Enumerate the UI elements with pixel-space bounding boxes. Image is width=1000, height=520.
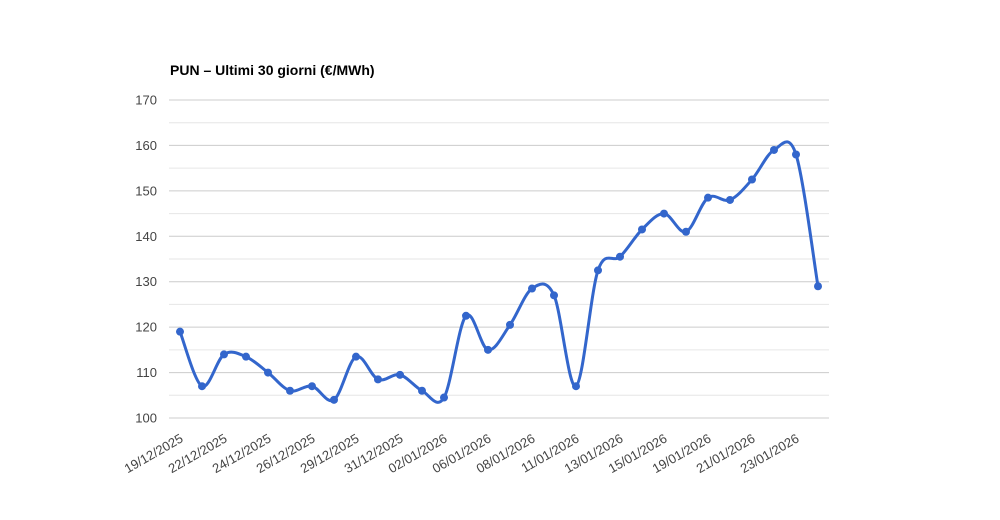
y-axis-tick-label: 170 [135,93,157,108]
chart-title: PUN – Ultimi 30 giorni (€/MWh) [170,62,375,78]
data-point[interactable] [528,284,536,293]
y-axis-tick-label: 120 [135,320,157,335]
data-point[interactable] [638,225,646,234]
data-point[interactable] [176,327,184,336]
y-axis-tick-label: 100 [135,411,157,426]
data-point[interactable] [660,209,668,218]
data-point[interactable] [748,175,756,184]
data-point[interactable] [770,145,778,154]
data-point[interactable] [550,291,558,300]
data-point[interactable] [264,368,272,377]
data-point[interactable] [330,395,338,404]
data-point[interactable] [418,386,426,395]
data-point[interactable] [814,282,822,291]
data-point[interactable] [220,350,228,359]
y-axis-tick-label: 160 [135,138,157,153]
y-axis-tick-label: 150 [135,183,157,198]
y-axis-tick-label: 130 [135,274,157,289]
data-point[interactable] [792,150,800,159]
data-point[interactable] [396,370,404,379]
data-point[interactable] [462,311,470,320]
data-point[interactable] [374,375,382,384]
series-line [178,140,820,404]
data-point[interactable] [726,195,734,204]
data-point[interactable] [352,352,360,361]
data-point[interactable] [572,382,580,391]
y-axis-tick-label: 110 [136,365,157,380]
data-point[interactable] [594,266,602,275]
y-axis-tick-label: 140 [135,229,157,244]
data-point[interactable] [484,345,492,354]
data-point[interactable] [616,252,624,261]
data-point[interactable] [308,382,316,391]
data-point[interactable] [198,382,206,391]
data-point[interactable] [682,227,690,236]
data-point[interactable] [440,393,448,402]
data-point[interactable] [286,386,294,395]
data-point[interactable] [506,320,514,329]
data-point[interactable] [242,352,250,361]
data-point[interactable] [704,193,712,202]
